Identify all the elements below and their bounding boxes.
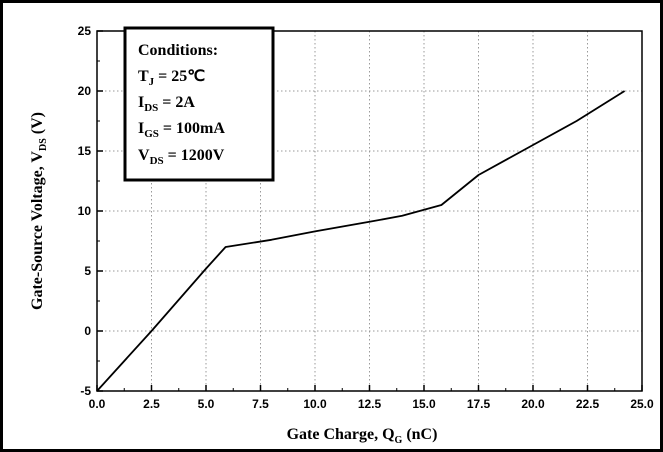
gate-charge-curve: [96, 90, 626, 392]
x-tick-label: 20.0: [521, 397, 545, 411]
x-tick-label: 2.5: [143, 397, 160, 411]
condition-tj: TJ = 25℃: [138, 68, 205, 88]
plot-area: [96, 30, 643, 392]
x-tick-label: 10.0: [303, 397, 327, 411]
x-tick-label: 5.0: [198, 397, 215, 411]
x-tick-label: 22.5: [576, 397, 600, 411]
axis-ticks: 0.0 2.5 5.0 7.5 10.0 12.5 15.0 17.5 20.0 22.5 25.0…: [78, 24, 654, 411]
y-tick-label: 0: [84, 324, 91, 338]
x-tick-label: 15.0: [412, 397, 436, 411]
x-tick-label: 12.5: [358, 397, 382, 411]
condition-ids: IDS = 2A: [138, 94, 195, 114]
y-tick-label: 5: [84, 264, 91, 278]
condition-vds: VDS = 1200V: [138, 147, 225, 167]
y-axis-title: Gate-Source Voltage, VDS (V): [29, 112, 49, 310]
x-tick-label: 0.0: [89, 397, 106, 411]
y-tick-label: -5: [80, 384, 91, 398]
conditions-annotation: Conditions: TJ = 25℃ IDS = 2A IGS = 100m…: [123, 26, 275, 182]
x-tick-label: 7.5: [252, 397, 269, 411]
y-tick-label: 25: [78, 24, 92, 38]
y-tick-label: 15: [78, 144, 92, 158]
conditions-title: Conditions:: [138, 42, 218, 59]
y-tick-label: 10: [78, 204, 92, 218]
y-tick-label: 20: [78, 84, 92, 98]
x-tick-label: 17.5: [467, 397, 491, 411]
x-tick-label: 25.0: [630, 397, 654, 411]
condition-igs: IGS = 100mA: [138, 120, 225, 140]
conditions-box: [123, 26, 275, 182]
x-axis-title: Gate Charge, QG (nC): [287, 426, 438, 446]
